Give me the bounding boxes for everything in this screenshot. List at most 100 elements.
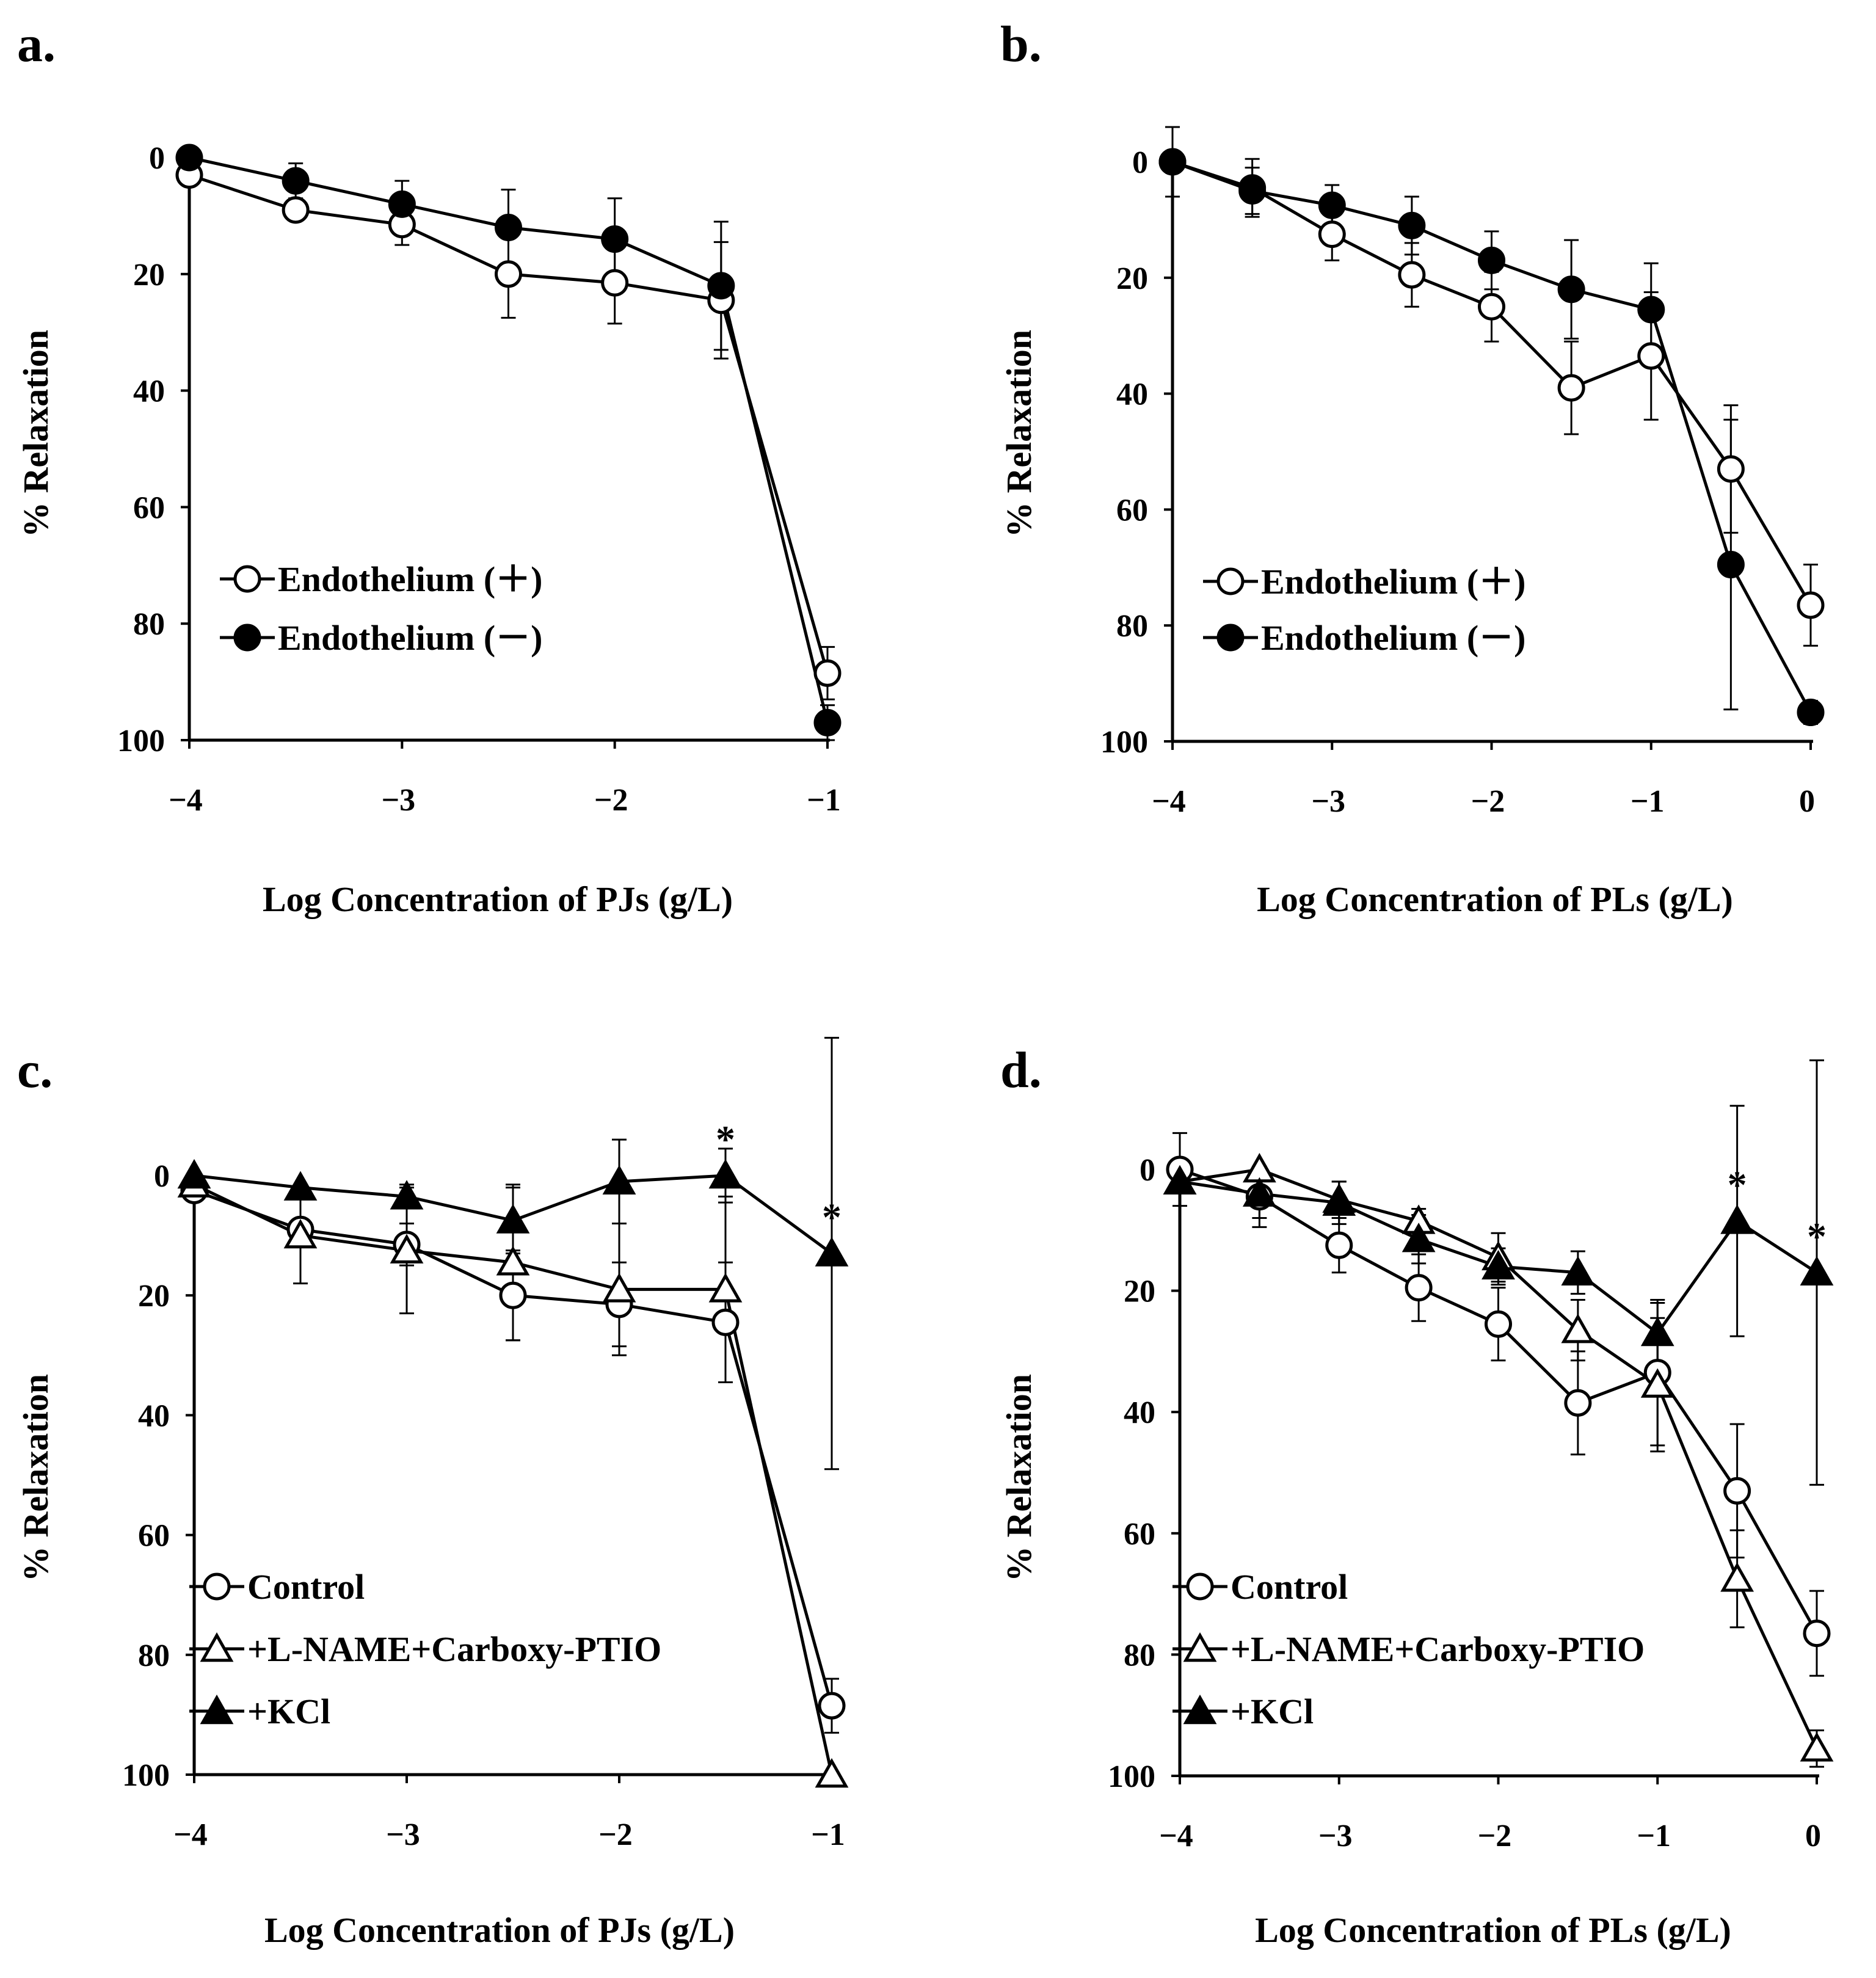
x-tick-label: −2: [594, 783, 628, 818]
panel-label: b.: [1000, 16, 1042, 73]
y-tick-label: 100: [117, 724, 165, 758]
data-point: [1561, 1314, 1595, 1344]
x-tick-label: −2: [1471, 784, 1505, 819]
x-tick-label: −3: [386, 1817, 420, 1852]
data-point: [177, 1158, 211, 1189]
y-axis-label: % Relaxation: [999, 1374, 1039, 1582]
significance-asterisk: *: [1728, 1163, 1747, 1206]
panel-label: a.: [17, 16, 56, 73]
data-point: [707, 272, 735, 300]
panel-label: d.: [1000, 1042, 1042, 1099]
x-tick-label: 0: [1805, 1819, 1821, 1853]
y-tick-label: 40: [133, 374, 165, 409]
data-point: [1640, 1317, 1674, 1347]
legend-label: +KCl: [1231, 1692, 1314, 1731]
y-tick-label: 100: [1108, 1759, 1155, 1794]
data-point: [1557, 275, 1585, 304]
data-point: [1561, 1256, 1595, 1286]
data-point: [1557, 374, 1585, 402]
series-markers-1: [1158, 148, 1825, 727]
legend-label: Endothelium (＋): [278, 559, 542, 599]
legend-label: Endothelium (＋): [1261, 562, 1525, 602]
data-point: [1564, 1389, 1592, 1417]
data-point: [495, 213, 522, 241]
data-point: [818, 1692, 846, 1720]
series-markers-1: [175, 144, 842, 736]
legend-marker: [203, 1573, 231, 1601]
significance-asterisk: *: [1807, 1215, 1827, 1258]
data-point: [1478, 246, 1505, 274]
y-tick-label: 0: [1140, 1153, 1155, 1188]
x-tick-label: −2: [598, 1817, 633, 1852]
legend-label: +KCl: [247, 1692, 330, 1731]
data-point: [282, 196, 310, 224]
data-point: [1800, 1256, 1834, 1286]
series-markers-2: [1163, 1165, 1834, 1347]
chart-panel-d: d. 0 20 40 60 80 100−4 −3 −2 −1 0 Log Concentration…: [999, 1042, 1834, 1950]
y-tick-label: 80: [1116, 609, 1148, 644]
x-tick-label: −3: [1318, 1819, 1353, 1853]
data-point: [1640, 1368, 1674, 1398]
data-point: [1238, 176, 1267, 205]
y-tick-label: 20: [138, 1279, 170, 1314]
legend-marker: [1183, 1694, 1217, 1725]
significance-asterisk: *: [822, 1196, 842, 1239]
legend-marker: [1216, 624, 1245, 652]
series-markers-1: [177, 1168, 849, 1788]
data-point: [1318, 191, 1346, 219]
data-point: [601, 225, 629, 253]
x-axis-label: Log Concentration of PLs (g/L): [1255, 1910, 1731, 1950]
data-point: [1482, 1249, 1515, 1280]
data-point: [1717, 551, 1745, 579]
x-tick-label: −1: [1631, 784, 1665, 819]
legend-marker: [233, 624, 261, 652]
data-point: [601, 269, 629, 297]
legend-label: +L-NAME+Carboxy-PTIO: [247, 1629, 661, 1669]
panel-label: c.: [17, 1042, 53, 1099]
data-point: [813, 659, 842, 687]
data-point: [1318, 220, 1346, 249]
chart-panel-b: b. 0 20 40 60 80 100−4 −3 −2 −1 0 Log Concentration…: [999, 16, 1825, 919]
x-tick-label: −3: [382, 783, 416, 818]
data-point: [496, 1246, 530, 1276]
legend-label: +L-NAME+Carboxy-PTIO: [1231, 1629, 1645, 1669]
significance-asterisk: *: [716, 1118, 735, 1161]
x-axis-label: Log Concentration of PJs (g/L): [264, 1910, 735, 1950]
x-axis-label: Log Concentration of PLs (g/L): [1257, 879, 1733, 919]
data-point: [1717, 455, 1745, 483]
chart-panel-c: c. 0 20 40 60 80 100−4 −3 −2 −1 Log Concentration …: [16, 1036, 849, 1950]
data-point: [708, 1158, 743, 1189]
data-point: [1720, 1204, 1754, 1234]
chart-panel-a: a. 0 20 40 60 80 100−4 −3 −2 −1 Log Concentration …: [16, 16, 842, 919]
series-markers-0: [175, 161, 842, 687]
y-tick-label: 60: [138, 1519, 170, 1554]
y-tick-label: 100: [122, 1758, 170, 1793]
legend-marker: [1216, 567, 1245, 595]
legend-marker: [200, 1694, 234, 1725]
y-tick-label: 40: [138, 1398, 170, 1433]
data-point: [283, 1219, 318, 1249]
x-tick-label: −4: [173, 1817, 208, 1852]
x-tick-label: −4: [1152, 784, 1186, 819]
data-point: [388, 190, 416, 218]
y-tick-label: 60: [1124, 1517, 1155, 1552]
y-axis-label: % Relaxation: [16, 1374, 56, 1582]
data-point: [282, 167, 310, 195]
data-point: [1723, 1477, 1751, 1505]
legend-label: Endothelium (－): [278, 618, 542, 658]
x-tick-label: 0: [1799, 784, 1815, 819]
x-tick-label: −1: [1637, 1819, 1671, 1853]
data-point: [1478, 293, 1505, 321]
y-tick-label: 0: [1132, 145, 1148, 180]
data-point: [1803, 1620, 1831, 1648]
y-axis-label: % Relaxation: [16, 330, 56, 537]
data-point: [283, 1171, 318, 1201]
data-point: [1405, 1274, 1433, 1302]
data-point: [813, 708, 842, 736]
data-point: [1797, 591, 1825, 619]
y-tick-label: 80: [133, 607, 165, 642]
y-tick-label: 80: [1124, 1638, 1155, 1673]
data-point: [390, 1234, 424, 1264]
y-tick-label: 80: [138, 1638, 170, 1673]
